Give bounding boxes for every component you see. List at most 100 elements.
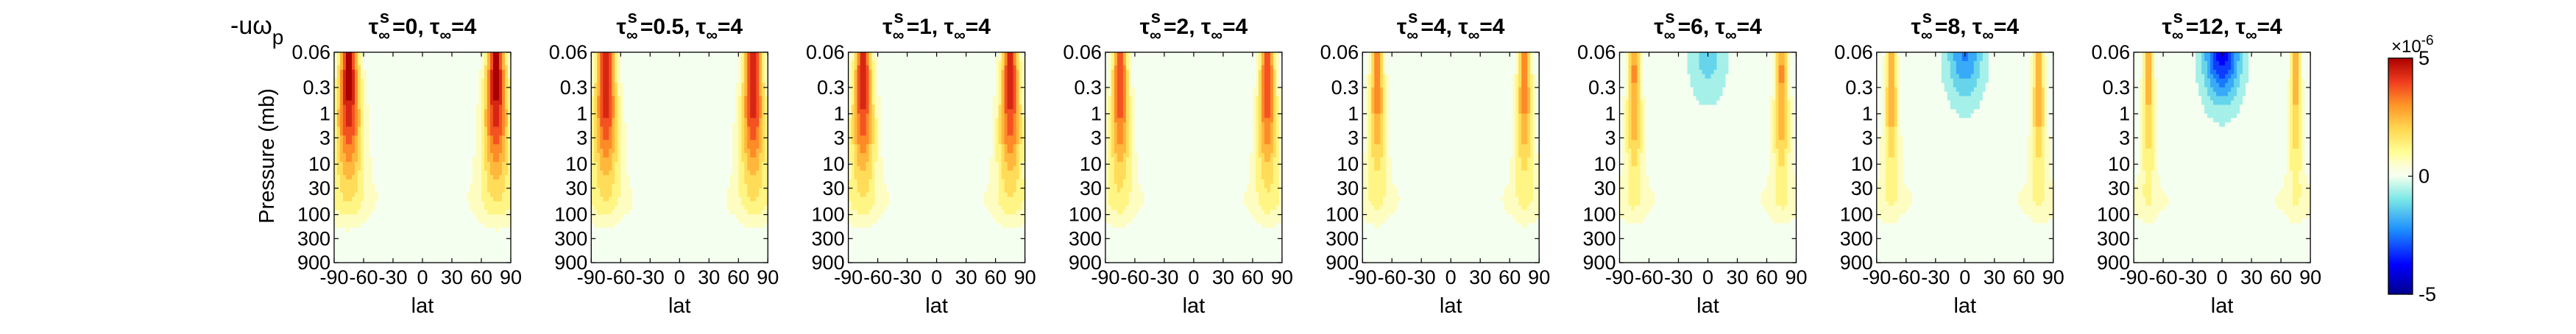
heatmap-cell (726, 87, 730, 93)
heatmap-cell (449, 174, 453, 180)
heatmap-cell (405, 113, 408, 118)
heatmap-cell (452, 179, 456, 185)
heatmap-cell (337, 249, 341, 255)
heatmap-cell (753, 153, 757, 158)
heatmap-cell (615, 87, 618, 93)
heatmap-cell (606, 69, 609, 75)
heatmap-cell (682, 157, 686, 163)
heatmap-cell (411, 170, 414, 176)
heatmap-cell (732, 60, 736, 66)
heatmap-cell (502, 149, 506, 154)
heatmap-cell (653, 192, 657, 198)
heatmap-cell (753, 91, 757, 97)
heatmap-cell (470, 78, 473, 84)
heatmap-cell (396, 149, 400, 154)
heatmap-cell (732, 140, 736, 145)
heatmap-cell (735, 188, 739, 193)
heatmap-cell (396, 78, 400, 84)
heatmap-cell (475, 232, 479, 237)
heatmap-cell (464, 82, 467, 88)
heatmap-cell (399, 249, 403, 255)
heatmap-cell (670, 157, 674, 163)
heatmap-cell (343, 196, 347, 202)
heatmap-cell (375, 118, 379, 123)
heatmap-cell (428, 91, 432, 97)
heatmap-cell (443, 258, 447, 263)
heatmap-cell (372, 249, 376, 255)
heatmap-cell (467, 140, 470, 145)
heatmap-cell (461, 82, 464, 88)
heatmap-cell (729, 118, 733, 123)
heatmap-cell (369, 100, 373, 106)
heatmap-cell (600, 144, 604, 149)
heatmap-cell (393, 166, 397, 171)
heatmap-cell (682, 82, 686, 88)
heatmap-cell (387, 131, 391, 136)
heatmap-cell (591, 166, 595, 171)
heatmap-cell (594, 96, 598, 102)
heatmap-cell (387, 52, 391, 57)
heatmap-cell (665, 192, 668, 198)
heatmap-cell (623, 174, 627, 180)
heatmap-cell (709, 188, 712, 193)
heatmap-cell (508, 245, 511, 250)
heatmap-cell (384, 249, 388, 255)
heatmap-cell (422, 218, 426, 224)
heatmap-cell (367, 82, 370, 88)
heatmap-cell (726, 118, 730, 123)
heatmap-cell (446, 52, 450, 57)
heatmap-cell (682, 52, 686, 57)
heatmap-cell (408, 183, 411, 189)
heatmap-cell (712, 74, 715, 79)
heatmap-cell (387, 258, 391, 263)
heatmap-cell (487, 56, 491, 62)
heatmap-cell (729, 192, 733, 198)
heatmap-cell (364, 236, 367, 241)
heatmap-cell (490, 205, 494, 211)
heatmap-cell (732, 118, 736, 123)
heatmap-cell (334, 118, 338, 123)
heatmap-cell (334, 65, 338, 71)
heatmap-cell (682, 196, 686, 202)
heatmap-cell (629, 65, 633, 71)
heatmap-cell (337, 241, 341, 246)
heatmap-cell (481, 140, 485, 145)
heatmap-cell (367, 104, 370, 110)
heatmap-cell (697, 188, 701, 193)
heatmap-cell (594, 183, 598, 189)
heatmap-cell (425, 210, 429, 216)
heatmap-cell (641, 157, 645, 163)
heatmap-cell (738, 87, 742, 93)
heatmap-cell (647, 87, 651, 93)
heatmap-cell (508, 170, 511, 176)
heatmap-cell (414, 87, 417, 93)
heatmap-cell (732, 166, 736, 171)
heatmap-cell (346, 127, 350, 132)
heatmap-cell (393, 74, 397, 79)
heatmap-cell (481, 179, 485, 185)
heatmap-cell (762, 91, 765, 97)
heatmap-cell (697, 157, 701, 163)
heatmap-cell (396, 161, 400, 167)
heatmap-cell (676, 91, 680, 97)
heatmap-cell (464, 254, 467, 259)
heatmap-cell (691, 82, 695, 88)
heatmap-cell (393, 214, 397, 220)
heatmap-cell (609, 69, 612, 75)
heatmap-cell (375, 78, 379, 84)
heatmap-cell (378, 100, 382, 106)
heatmap-cell (732, 96, 736, 102)
heatmap-cell (656, 118, 659, 123)
heatmap-cell (364, 157, 367, 163)
heatmap-cell (718, 166, 721, 171)
heatmap-cell (375, 223, 379, 228)
heatmap-cell (364, 214, 367, 220)
heatmap-cell (455, 170, 459, 176)
heatmap-cell (691, 183, 695, 189)
heatmap-cell (411, 245, 414, 250)
heatmap-cell (665, 140, 668, 145)
heatmap-cell (721, 183, 724, 189)
heatmap-cell (467, 87, 470, 93)
heatmap-cell (478, 196, 482, 202)
heatmap-cell (443, 135, 447, 141)
